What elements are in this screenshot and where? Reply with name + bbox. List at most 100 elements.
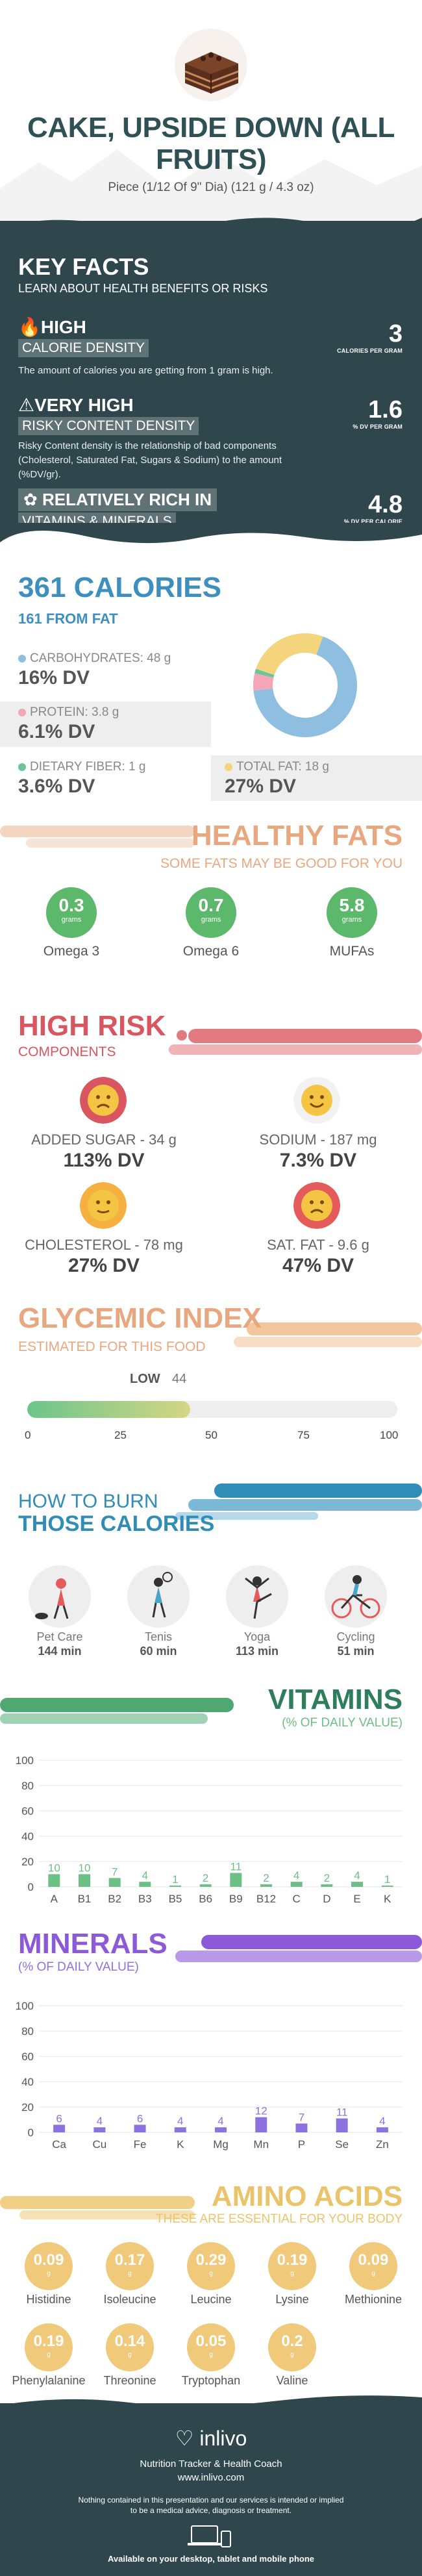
minerals-value-label: 4 xyxy=(217,2115,223,2127)
minerals-bar-Zn xyxy=(376,2127,388,2132)
minerals-value-label: 6 xyxy=(137,2112,143,2125)
footer-brand[interactable]: ♡ inlivo xyxy=(175,2427,247,2450)
serving-size: Piece (1/12 Of 9" Dia) (121 g / 4.3 oz) xyxy=(108,181,314,194)
vitamins-value-label: 4 xyxy=(293,1869,299,1882)
key-facts-section xyxy=(0,221,422,526)
key-fact-description: Risky Content density is the relationshi… xyxy=(18,440,282,480)
cholesterol-dv: 27% DV xyxy=(68,1255,140,1276)
minerals-bar-Ca xyxy=(53,2125,66,2132)
sodium-label: SODIUM - 187 mg xyxy=(259,1131,377,1148)
vitamins-bar-K xyxy=(381,1886,393,1887)
glycemic-bar-fill xyxy=(27,1401,190,1418)
minerals-bar-Mg xyxy=(215,2127,227,2132)
vitamins-stripes xyxy=(0,1698,234,1724)
sat-fat-label: SAT. FAT - 9.6 g xyxy=(267,1237,369,1253)
vitamins-category-label: B5 xyxy=(169,1893,182,1905)
activity-minutes: 60 min xyxy=(140,1645,177,1658)
vitamins-bar-D xyxy=(321,1884,333,1887)
minerals-value-label: 4 xyxy=(97,2115,103,2127)
minerals-bar-Cu xyxy=(93,2127,106,2132)
burn-subtitle: THOSE CALORIES xyxy=(18,1511,215,1536)
vitamins-category-label: E xyxy=(353,1893,360,1905)
amino-name: Leucine xyxy=(190,2293,232,2306)
glycemic-level: LOW xyxy=(130,1372,160,1386)
amino-badge: 0.09 g xyxy=(25,2242,73,2290)
activity-name: Yoga xyxy=(243,1630,271,1643)
burn-title: HOW TO BURN xyxy=(18,1491,158,1512)
minerals-category-label: Ca xyxy=(52,2138,66,2151)
vitamins-category-label: B1 xyxy=(78,1893,92,1905)
vitamins-value-label: 7 xyxy=(112,1865,118,1878)
minerals-category-label: Cu xyxy=(92,2138,106,2151)
minerals-ytick: 20 xyxy=(21,2101,34,2114)
key-fact-value: 4.8% DV PER CALORIE xyxy=(343,491,403,525)
healthy-fats-title: HEALTHY FATS xyxy=(191,820,403,852)
minerals-bar-Se xyxy=(336,2118,348,2132)
happy-face-icon xyxy=(293,1077,340,1124)
heart-icon: ♡ xyxy=(175,2427,194,2450)
vitamins-bar-chart: 0 20 40 60 80 100 10 A 10 B1 7 B2 4 B3 1 B5 2 B6 11 B9 2 B12 4… xyxy=(16,1754,403,1905)
key-fact-vitamins: ✿ RELATIVELY RICH IN VITAMINS & MINERALS xyxy=(18,487,217,531)
amino-badge: 0.29 g xyxy=(187,2242,235,2290)
glycemic-value: 44 xyxy=(172,1372,187,1386)
activity-name: Cycling xyxy=(336,1630,375,1643)
cycling-icon xyxy=(325,1565,387,1628)
vitamins-value-label: 2 xyxy=(263,1872,269,1884)
amino-name: Valine xyxy=(276,2374,308,2387)
omega6-badge: 0.7 grams xyxy=(186,887,236,938)
amino-badge: 0.09 g xyxy=(349,2242,397,2290)
macro-dot xyxy=(225,763,232,771)
vitamins-value-label: 4 xyxy=(354,1869,360,1882)
vitamins-ytick: 60 xyxy=(21,1805,34,1817)
activity-minutes: 51 min xyxy=(337,1645,375,1658)
amino-subtitle: THESE ARE ESSENTIAL FOR YOUR BODY xyxy=(155,2212,403,2226)
minerals-title: MINERALS xyxy=(18,1928,168,1960)
vitamins-bar-B9 xyxy=(230,1873,242,1887)
neutral-face-icon xyxy=(80,1182,127,1229)
healthy-fats-subtitle: SOME FATS MAY BE GOOD FOR YOU xyxy=(160,856,403,871)
macro-dot xyxy=(18,654,26,663)
footer-tagline: Nutrition Tracker & Health Coach xyxy=(140,2458,282,2469)
added-sugar-dv: 113% DV xyxy=(63,1150,145,1171)
vitamins-subtitle: (% OF DAILY VALUE) xyxy=(282,1716,403,1730)
amino-name: Phenylalanine xyxy=(12,2374,86,2387)
vitamins-ytick: 20 xyxy=(21,1856,34,1868)
vitamins-bar-B3 xyxy=(139,1882,151,1887)
amino-name: Threonine xyxy=(103,2374,156,2387)
high-risk-title: HIGH RISK xyxy=(18,1010,166,1042)
amino-badge: 0.19 g xyxy=(268,2242,316,2290)
macro-dot xyxy=(18,763,26,771)
vitamins-value-label: 1 xyxy=(384,1873,390,1886)
calories-title: 361 CALORIES xyxy=(18,572,221,603)
activity-minutes: 113 min xyxy=(235,1645,279,1658)
vitamins-bar-A xyxy=(48,1874,60,1887)
amino-name: Lysine xyxy=(275,2293,309,2306)
amino-badge: 0.2 g xyxy=(268,2323,316,2371)
vitamins-value-label: 10 xyxy=(79,1862,91,1875)
macro-fat: TOTAL FAT: 18 g 27% DV xyxy=(225,760,329,797)
minerals-ytick: 60 xyxy=(21,2051,34,2063)
key-fact-label: CALORIE DENSITY xyxy=(18,339,149,357)
minerals-category-label: Se xyxy=(335,2138,349,2151)
vitamins-bar-B12 xyxy=(260,1884,272,1887)
key-fact-value: 1.6% DV PER GRAM xyxy=(353,396,403,430)
added-sugar-label: ADDED SUGAR - 34 g xyxy=(31,1131,177,1148)
footer-url[interactable]: www.inlivo.com xyxy=(177,2472,245,2483)
amino-name: Isoleucine xyxy=(103,2293,156,2306)
vitamins-value-label: 4 xyxy=(142,1869,148,1882)
vitamins-category-label: B12 xyxy=(256,1893,276,1905)
vitamins-category-label: A xyxy=(51,1893,58,1905)
vitamins-category-label: B6 xyxy=(199,1893,212,1905)
minerals-bar-K xyxy=(174,2127,186,2132)
minerals-ytick: 100 xyxy=(16,2000,34,2012)
leaf-icon: ✿ xyxy=(23,490,43,509)
vitamins-value-label: 2 xyxy=(203,1872,208,1884)
minerals-bar-Fe xyxy=(134,2125,146,2132)
yoga-icon xyxy=(226,1565,288,1628)
macro-protein: PROTEIN: 3.8 g 6.1% DV xyxy=(18,705,119,742)
devices-icon xyxy=(188,2525,231,2547)
macro-row-bg xyxy=(211,755,422,801)
glycemic-stripes xyxy=(234,1322,422,1347)
vitamins-ytick: 40 xyxy=(21,1830,34,1843)
